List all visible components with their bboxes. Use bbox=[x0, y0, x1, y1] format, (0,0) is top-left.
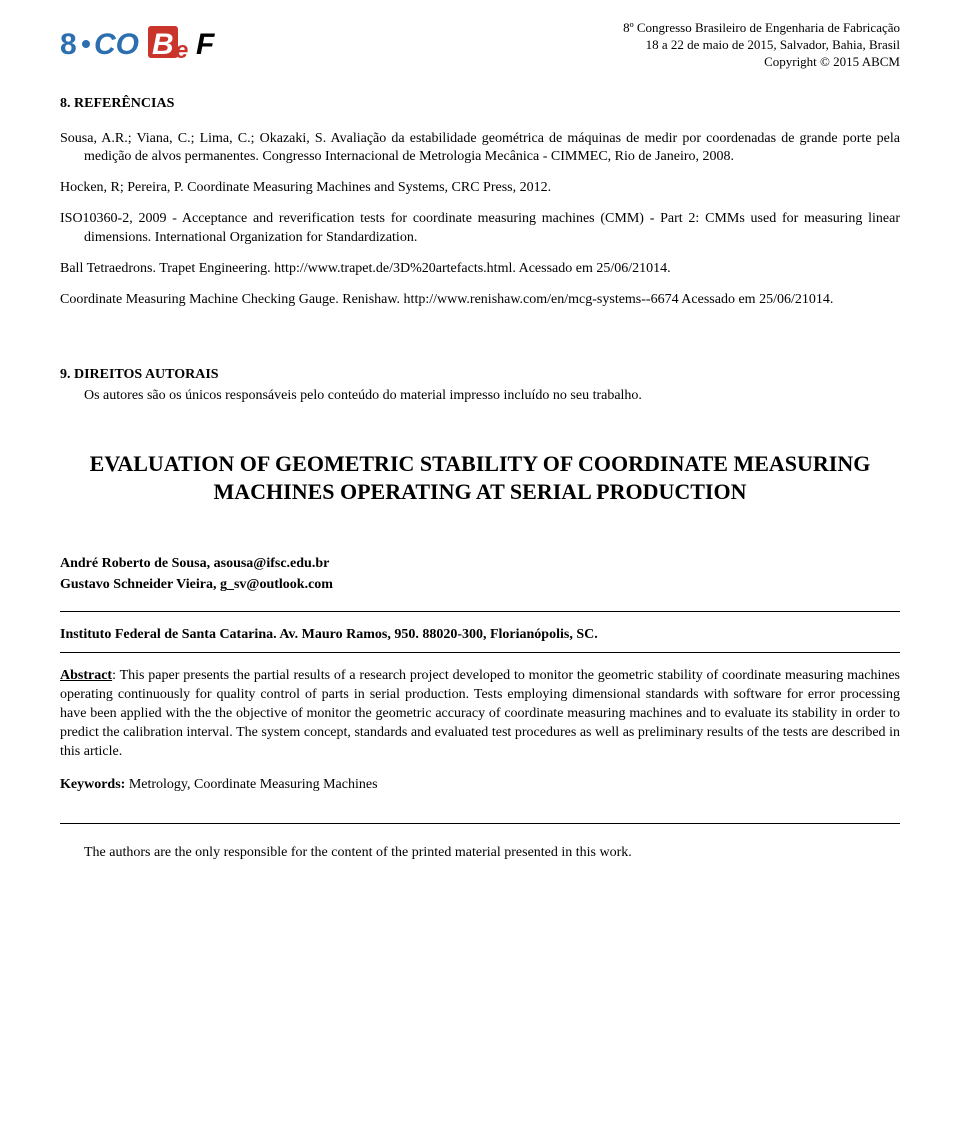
reference-item: Ball Tetraedrons. Trapet Engineering. ht… bbox=[60, 260, 900, 279]
page-header: 8 CO B e F 8º Congresso Brasileiro de En… bbox=[60, 20, 900, 71]
divider bbox=[60, 652, 900, 653]
conf-title: 8º Congresso Brasileiro de Engenharia de… bbox=[623, 20, 900, 37]
conference-logo: 8 CO B e F bbox=[60, 20, 240, 64]
divider bbox=[60, 823, 900, 824]
reference-item: Hocken, R; Pereira, P. Coordinate Measur… bbox=[60, 179, 900, 198]
footer-note: The authors are the only responsible for… bbox=[60, 844, 900, 863]
logo-co: CO bbox=[94, 28, 139, 61]
reference-item: Sousa, A.R.; Viana, C.; Lima, C.; Okazak… bbox=[60, 130, 900, 168]
reference-item: Coordinate Measuring Machine Checking Ga… bbox=[60, 291, 900, 310]
authors-block: André Roberto de Sousa, asousa@ifsc.edu.… bbox=[60, 555, 900, 595]
abstract-text: : This paper presents the partial result… bbox=[60, 668, 900, 759]
logo-f: F bbox=[196, 28, 215, 61]
reference-item: ISO10360-2, 2009 - Acceptance and reveri… bbox=[60, 210, 900, 248]
author-line: André Roberto de Sousa, asousa@ifsc.edu.… bbox=[60, 555, 900, 574]
keywords-label: Keywords: bbox=[60, 777, 125, 792]
rights-section: 9. DIREITOS AUTORAIS Os autores são os ú… bbox=[60, 366, 900, 406]
abstract-label: Abstract bbox=[60, 668, 112, 683]
divider bbox=[60, 611, 900, 612]
logo-b: B bbox=[152, 28, 174, 61]
keywords-text: Metrology, Coordinate Measuring Machines bbox=[125, 777, 377, 792]
rights-heading: 9. DIREITOS AUTORAIS bbox=[60, 366, 900, 385]
references-heading: 8. REFERÊNCIAS bbox=[60, 95, 900, 114]
affiliation: Instituto Federal de Santa Catarina. Av.… bbox=[60, 626, 900, 645]
author-line: Gustavo Schneider Vieira, g_sv@outlook.c… bbox=[60, 576, 900, 595]
paper-title: EVALUATION OF GEOMETRIC STABILITY OF COO… bbox=[84, 450, 876, 507]
abstract: Abstract: This paper presents the partia… bbox=[60, 667, 900, 761]
conf-dates: 18 a 22 de maio de 2015, Salvador, Bahia… bbox=[623, 37, 900, 54]
logo-dot bbox=[82, 40, 90, 48]
keywords: Keywords: Metrology, Coordinate Measurin… bbox=[60, 776, 900, 795]
logo-8: 8 bbox=[60, 28, 77, 61]
rights-text: Os autores são os únicos responsáveis pe… bbox=[60, 387, 900, 406]
conf-copyright: Copyright © 2015 ABCM bbox=[623, 54, 900, 71]
logo-e: e bbox=[175, 37, 188, 64]
header-meta: 8º Congresso Brasileiro de Engenharia de… bbox=[623, 20, 900, 71]
